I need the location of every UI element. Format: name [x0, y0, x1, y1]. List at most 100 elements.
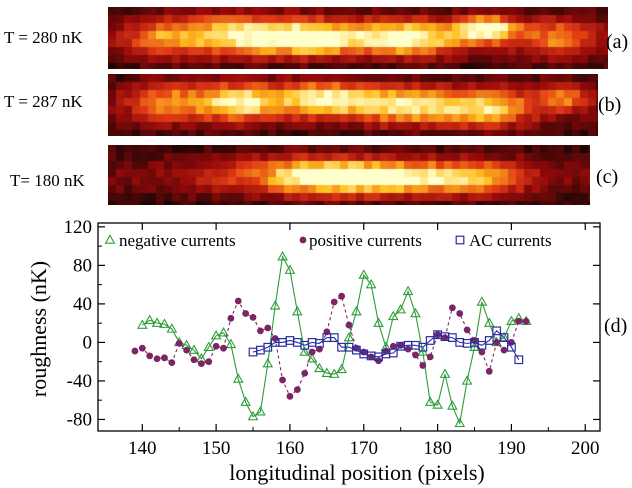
y-tick-label: -40 [67, 371, 92, 392]
data-point-negative [247, 410, 259, 421]
data-point-positive [301, 369, 309, 377]
data-point-positive [234, 297, 242, 305]
data-point-positive [264, 324, 272, 332]
data-point-positive [131, 347, 139, 355]
data-point-negative [321, 367, 333, 377]
data-point-positive [197, 360, 205, 367]
series-line [252, 330, 520, 361]
data-point-positive [485, 367, 493, 375]
legend-label: negative currents [119, 231, 236, 250]
x-tick-label: 140 [128, 438, 157, 459]
data-point-ac [329, 333, 339, 342]
x-tick-label: 190 [497, 438, 526, 459]
data-point-positive [456, 310, 464, 317]
x-tick-label: 150 [202, 438, 231, 459]
data-point-positive [419, 362, 427, 369]
data-point-negative [336, 363, 347, 374]
data-point-positive [308, 348, 316, 356]
panel-tag-a: (a) [606, 31, 629, 53]
temperature-label-b: T = 287 nK [4, 92, 83, 111]
series-negative-currents [136, 250, 532, 428]
data-point-negative [210, 329, 222, 340]
y-tick-label: 80 [73, 255, 92, 276]
data-point-negative [203, 341, 215, 351]
data-point-positive [205, 358, 213, 366]
data-point-ac [484, 336, 494, 345]
data-point-positive [493, 339, 501, 346]
data-point-positive [279, 376, 286, 384]
data-point-ac [492, 326, 502, 336]
data-point-negative [104, 234, 116, 244]
data-point-negative [225, 338, 237, 349]
series-line [141, 255, 527, 426]
data-point-positive [190, 356, 198, 364]
data-point-negative [232, 373, 244, 383]
data-point-negative [395, 303, 407, 314]
data-point-positive [338, 292, 346, 300]
y-axis-label: roughness (nK) [26, 261, 51, 397]
data-point-negative [447, 400, 458, 410]
data-point-ac [388, 348, 398, 358]
data-point-negative [269, 300, 281, 310]
x-tick-label: 180 [423, 438, 452, 459]
data-point-positive [448, 304, 456, 312]
data-point-negative [144, 314, 156, 325]
data-point-negative [358, 269, 370, 279]
data-point-negative [328, 368, 340, 378]
data-point-negative [439, 368, 451, 378]
data-point-positive [299, 236, 307, 244]
data-point-negative [218, 327, 229, 337]
data-point-negative [188, 344, 200, 354]
data-point-positive [478, 348, 486, 356]
data-point-ac [315, 338, 324, 348]
data-point-positive [138, 344, 146, 352]
y-tick-label: 120 [64, 217, 93, 238]
series-positive-currents [131, 292, 530, 400]
data-point-positive [168, 359, 176, 367]
data-point-ac [455, 235, 465, 245]
data-point-positive [227, 314, 235, 322]
plot-frame [97, 222, 601, 432]
thermal-image-b [108, 74, 598, 136]
data-point-negative [314, 362, 325, 373]
data-point-positive [500, 346, 508, 354]
x-tick-label: 200 [571, 438, 600, 459]
data-point-positive [257, 327, 264, 335]
legend-label: positive currents [309, 231, 422, 250]
data-point-positive [515, 317, 523, 325]
data-point-negative [402, 285, 414, 296]
temperature-label-c: T= 180 nK [10, 171, 85, 190]
data-point-negative [483, 317, 495, 327]
data-point-negative [343, 331, 355, 342]
panel-tag-c: (c) [596, 166, 619, 188]
data-point-negative [373, 317, 384, 327]
data-point-positive [153, 355, 161, 363]
x-axis-label: longitudinal position (pixels) [229, 460, 484, 485]
data-point-negative [506, 315, 517, 325]
data-point-positive [220, 344, 227, 352]
data-point-ac [447, 333, 457, 342]
data-point-positive [293, 386, 301, 393]
data-point-positive [249, 313, 257, 321]
data-point-positive [426, 353, 434, 361]
data-point-ac [263, 342, 273, 352]
panel-tag-d: (d) [604, 315, 627, 337]
data-point-negative [262, 357, 274, 368]
data-point-positive [212, 342, 220, 350]
data-point-negative [166, 323, 178, 333]
data-point-ac [425, 336, 435, 345]
data-point-negative [136, 319, 148, 329]
data-point-positive [146, 352, 154, 360]
data-point-ac [477, 340, 487, 350]
x-tick-label: 160 [276, 438, 305, 459]
data-point-negative [159, 318, 170, 328]
data-point-negative [454, 417, 466, 428]
thermal-image-c [108, 145, 590, 205]
data-point-positive [412, 351, 419, 359]
data-point-positive [175, 339, 183, 347]
data-point-positive [397, 341, 405, 349]
data-point-positive [183, 346, 190, 354]
data-point-negative [424, 396, 436, 406]
y-tick-label: 40 [73, 294, 92, 315]
